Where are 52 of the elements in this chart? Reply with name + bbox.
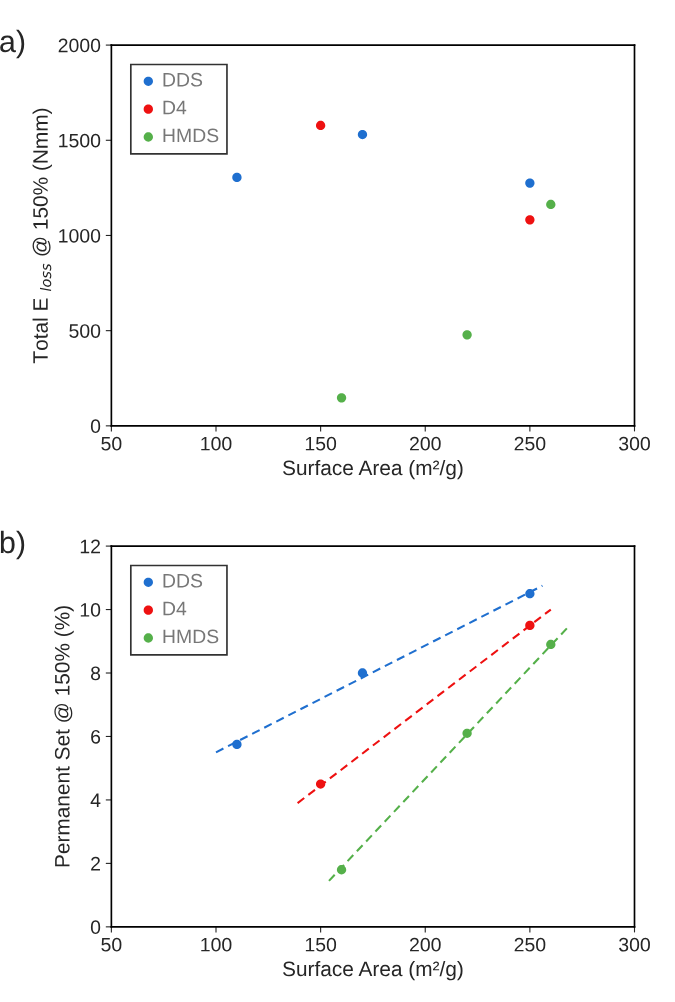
- point: [336, 393, 347, 403]
- point: [546, 639, 556, 650]
- y-tick-label: 0: [90, 419, 101, 434]
- chart-title: b): [0, 530, 25, 560]
- y-tick-label: 500: [69, 324, 101, 338]
- x-tick-label: 50: [101, 436, 122, 451]
- y-tick-label: 1500: [59, 133, 101, 148]
- point: [525, 589, 535, 599]
- point: [315, 779, 326, 789]
- legend-label: DDS: [163, 573, 203, 588]
- point: [525, 620, 535, 631]
- point: [315, 120, 326, 131]
- x-tick-label: 200: [410, 436, 441, 451]
- legend-label: DDS: [163, 72, 203, 87]
- y-tick-label: 1000: [59, 228, 101, 243]
- legend-label: HMDS: [163, 128, 219, 143]
- point: [357, 129, 368, 140]
- y-tick-label: 2000: [58, 38, 101, 53]
- x-tick-label: 300: [619, 937, 650, 952]
- x-tick-label: 150: [305, 937, 337, 952]
- point: [232, 739, 242, 750]
- point: [525, 215, 535, 225]
- point: [525, 178, 535, 188]
- x-tick-label: 50: [101, 937, 122, 952]
- point: [336, 865, 347, 875]
- y-tick-label: 12: [80, 539, 100, 554]
- point: [462, 330, 472, 340]
- legend-label: HMDS: [163, 629, 219, 644]
- y-tick-label: 8: [90, 666, 101, 681]
- y-tick-label: 4: [90, 793, 101, 807]
- point: [462, 728, 472, 738]
- y-tick-label: 10: [80, 603, 101, 617]
- x-tick-label: 250: [514, 937, 546, 952]
- x-tick-label: 150: [305, 436, 337, 451]
- x-axis-title: Surface Area (m²/g): [283, 960, 463, 981]
- point: [546, 199, 556, 210]
- legend-label: D4: [163, 601, 187, 616]
- x-tick-label: 200: [410, 937, 441, 952]
- x-tick-label: 100: [201, 937, 232, 952]
- y-axis-title: Total E $_{loss}$ @ 150% (Nmm): [32, 108, 52, 364]
- y-tick-label: 6: [91, 729, 101, 744]
- y-tick-label: 2: [91, 856, 100, 871]
- y-axis-title: Permanent Set @ 150% (%): [54, 606, 74, 867]
- x-axis-title: Surface Area (m²/g): [283, 459, 463, 480]
- x-tick-label: 100: [201, 436, 232, 451]
- x-tick-label: 250: [514, 436, 546, 451]
- point: [232, 172, 242, 183]
- y-tick-label: 0: [90, 920, 101, 935]
- x-tick-label: 300: [619, 436, 650, 451]
- chart-title: a): [0, 29, 25, 59]
- point: [357, 668, 368, 678]
- legend-label: D4: [163, 100, 187, 115]
